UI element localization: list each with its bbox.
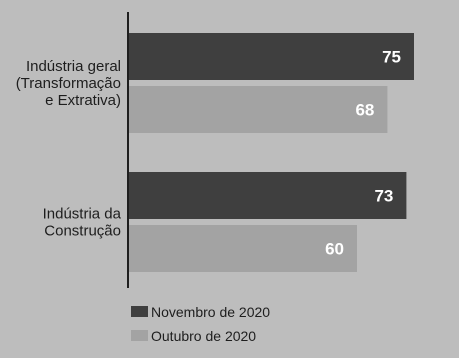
category-label-line: Construção bbox=[44, 223, 121, 240]
category-label-line: (Transformação bbox=[16, 75, 121, 92]
legend-label: Novembro de 2020 bbox=[151, 304, 270, 320]
category-label-line: e Extrativa) bbox=[45, 92, 121, 109]
category-label-line: Indústria da bbox=[43, 206, 122, 223]
data-label: 60 bbox=[325, 240, 344, 259]
bar-outubro-cat1 bbox=[129, 225, 357, 272]
category-label-line: Indústria geral bbox=[26, 58, 121, 75]
bar-outubro-cat0 bbox=[129, 86, 388, 133]
bar-novembro-cat0 bbox=[129, 33, 414, 80]
data-label: 73 bbox=[374, 187, 393, 206]
data-label: 68 bbox=[355, 101, 374, 120]
bar-novembro-cat1 bbox=[129, 172, 407, 219]
data-label: 75 bbox=[382, 48, 401, 67]
bars-group: 75 68 73 60 bbox=[129, 33, 414, 272]
legend-swatch bbox=[131, 306, 148, 317]
legend-label: Outubro de 2020 bbox=[151, 328, 256, 344]
legend: Novembro de 2020 Outubro de 2020 bbox=[131, 304, 270, 344]
legend-swatch bbox=[131, 330, 148, 341]
